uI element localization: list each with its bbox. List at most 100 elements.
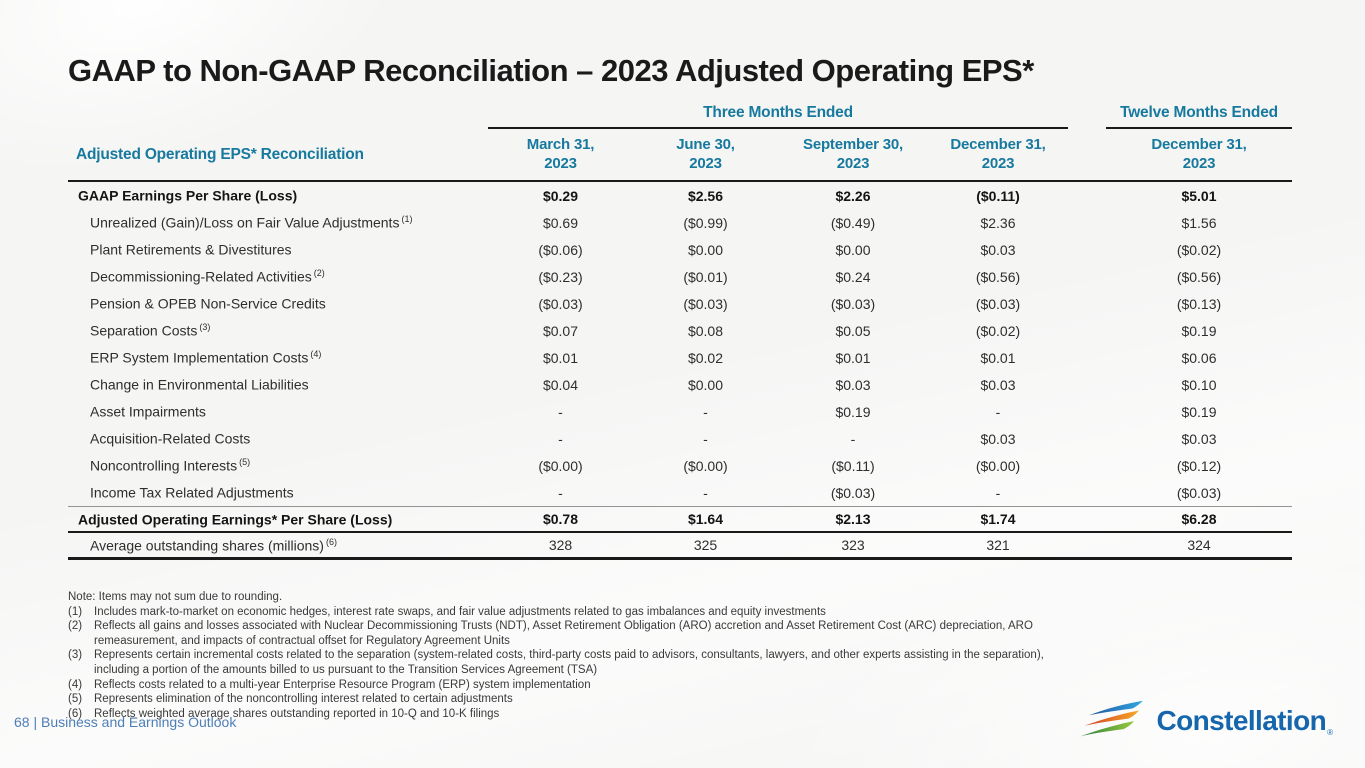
constellation-swoosh-icon [1079, 700, 1143, 737]
cell-value: $0.24 [835, 268, 871, 285]
row-label-footnote-ref: (6) [325, 536, 337, 547]
table-row: ERP System Implementation Costs (4) $0.01… [68, 344, 1292, 371]
cell-value: ($0.56) [975, 268, 1021, 285]
row-label: Income Tax Related Adjustments [68, 484, 488, 501]
cell-value: ($0.03) [1176, 484, 1222, 501]
column-header-line1: September 30, [803, 135, 903, 153]
row-label-text: Pension & OPEB Non-Service Credits [90, 295, 326, 312]
cell-value: ($0.11) [831, 457, 875, 474]
cell-value: 325 [693, 537, 718, 553]
note-text: Reflects costs related to a multi-year E… [94, 678, 591, 691]
row-label-footnote-ref: (5) [239, 457, 251, 468]
row-label: Noncontrolling Interests (5) [68, 457, 488, 474]
cell-value: ($0.12) [1176, 457, 1222, 474]
slide-footer: 68 | Business and Earnings Outlook [14, 714, 236, 730]
note-row: (4) Reflects costs related to a multi-ye… [68, 678, 1083, 693]
table-row: Plant Retirements & Divestitures ($0.06)… [68, 236, 1292, 263]
row-label-text: Change in Environmental Liabilities [90, 376, 309, 393]
cell-value: - [703, 430, 708, 447]
cell-value: $0.00 [687, 241, 724, 258]
cell-value: $0.03 [1181, 430, 1217, 447]
row-label-text: Acquisition-Related Costs [90, 430, 251, 447]
table-group-header-row: Three Months Ended Twelve Months Ended [68, 100, 1292, 129]
cell-value: $0.69 [542, 214, 579, 231]
reconciliation-table: Three Months Ended Twelve Months Ended A… [68, 100, 1292, 560]
constellation-logo-text: Constellation [1156, 705, 1327, 736]
row-label: Asset Impairments [68, 403, 488, 420]
cell-value: $0.08 [687, 322, 724, 339]
column-header-line2: 2023 [689, 154, 722, 172]
cell-value: $0.29 [542, 187, 579, 204]
cell-value: - [995, 484, 1001, 501]
cell-value: ($0.99) [683, 214, 728, 231]
table-row: Decommissioning-Related Activities (2) ($… [68, 263, 1292, 290]
cell-value: ($0.00) [538, 457, 583, 474]
row-label-text: Plant Retirements & Divestitures [90, 241, 292, 258]
cell-value: $0.10 [1181, 376, 1217, 393]
row-label: Unrealized (Gain)/Loss on Fair Value Adj… [68, 214, 488, 231]
cell-value: $0.19 [1181, 403, 1217, 420]
note-number: (2) [68, 620, 83, 633]
column-header: June 30, 2023 [633, 136, 778, 174]
column-header-line2: 2023 [544, 154, 577, 172]
cell-value: $0.01 [835, 349, 871, 366]
cell-value: $2.56 [687, 187, 724, 204]
cell-value: 323 [841, 537, 865, 553]
row-label: Plant Retirements & Divestitures [68, 241, 488, 258]
note-number: (5) [68, 693, 83, 706]
cell-value: $1.56 [1181, 214, 1217, 231]
registered-trademark: ® [1327, 728, 1333, 737]
row-label: Separation Costs (3) [68, 322, 488, 339]
cell-value: $0.02 [687, 349, 724, 366]
cell-value: ($0.03) [683, 295, 728, 312]
cell-value: $0.03 [835, 376, 871, 393]
cell-value: - [558, 403, 563, 420]
cell-value: $0.19 [835, 403, 871, 420]
cell-value: $2.36 [980, 214, 1016, 231]
cell-value: ($0.56) [1176, 268, 1222, 285]
cell-value: 324 [1187, 537, 1211, 553]
cell-value: $0.06 [1181, 349, 1217, 366]
cell-value: - [995, 403, 1001, 420]
page-number-label: 68 | Business and Earnings Outlook [14, 714, 237, 730]
cell-value: $2.13 [835, 511, 871, 527]
row-header-label: Adjusted Operating EPS* Reconciliation [76, 145, 364, 163]
cell-value: $0.78 [542, 511, 579, 527]
column-header-twelve-months: December 31, 2023 [1106, 136, 1292, 174]
note-text: Represents certain incremental costs rel… [94, 649, 1044, 676]
note-row: Note: Items may not sum due to rounding. [68, 590, 1083, 605]
cell-value: 328 [548, 537, 573, 553]
cell-value: $0.03 [980, 376, 1016, 393]
cell-value: ($0.03) [975, 295, 1021, 312]
table-row: Adjusted Operating Earnings* Per Share (… [68, 506, 1292, 533]
cell-value: $0.04 [542, 376, 579, 393]
note-row: (5) Represents elimination of the noncon… [68, 692, 1083, 707]
row-label: ERP System Implementation Costs (4) [68, 349, 488, 366]
column-header-line1: March 31, [526, 135, 595, 153]
column-header-line1: December 31, [1151, 135, 1247, 153]
row-label: Pension & OPEB Non-Service Credits [68, 295, 488, 312]
constellation-logo: Constellation ® [1077, 697, 1333, 745]
row-label-footnote-ref: (3) [199, 322, 211, 333]
cell-value: - [558, 430, 563, 447]
cell-value: ($0.03) [538, 295, 583, 312]
row-label: Adjusted Operating Earnings* Per Share (… [68, 511, 488, 527]
table-row: Unrealized (Gain)/Loss on Fair Value Adj… [68, 209, 1292, 236]
column-header: March 31, 2023 [488, 136, 633, 174]
cell-value: $0.07 [542, 322, 579, 339]
column-header: September 30, 2023 [778, 136, 928, 174]
cell-value: $0.00 [835, 241, 871, 258]
row-label-text: Income Tax Related Adjustments [90, 484, 294, 501]
table-header-row: Adjusted Operating EPS* Reconciliation M… [68, 129, 1292, 182]
cell-value: ($0.00) [975, 457, 1021, 474]
cell-value: $0.03 [980, 241, 1016, 258]
column-header-line2: 2023 [836, 154, 870, 172]
cell-value: $0.03 [980, 430, 1016, 447]
row-label-footnote-ref: (1) [401, 214, 413, 225]
table-row: Acquisition-Related Costs - - - $0.03 $0… [68, 425, 1292, 452]
row-label-footnote-ref: (4) [310, 349, 322, 360]
cell-value: ($0.03) [830, 484, 876, 501]
row-label: Average outstanding shares (millions) (6) [68, 537, 488, 554]
column-header-line2: 2023 [981, 154, 1015, 172]
cell-value: ($0.02) [1176, 241, 1222, 258]
